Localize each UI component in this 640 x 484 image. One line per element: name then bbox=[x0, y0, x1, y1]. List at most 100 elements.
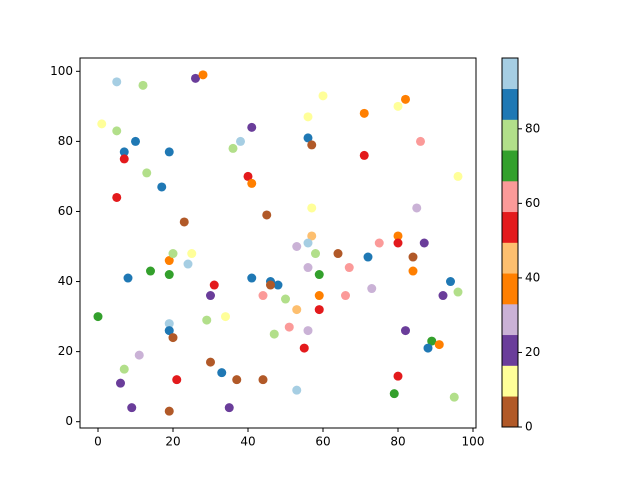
point bbox=[127, 403, 137, 413]
point bbox=[187, 249, 197, 259]
x-tick-label: 20 bbox=[165, 435, 180, 449]
point bbox=[112, 192, 122, 202]
point bbox=[374, 238, 384, 248]
point bbox=[303, 263, 313, 273]
point bbox=[236, 136, 245, 146]
point bbox=[221, 312, 230, 322]
point bbox=[262, 210, 272, 220]
point bbox=[134, 350, 144, 360]
point bbox=[423, 343, 433, 353]
point bbox=[228, 143, 238, 153]
y-tick-label: 100 bbox=[50, 64, 73, 78]
point bbox=[224, 403, 234, 413]
colorbar-segment bbox=[502, 273, 518, 305]
colorbar-segment bbox=[502, 365, 518, 397]
x-tick-label: 60 bbox=[315, 435, 330, 449]
point bbox=[333, 249, 343, 259]
point bbox=[341, 291, 350, 301]
point bbox=[191, 73, 200, 83]
point bbox=[266, 280, 275, 290]
colorbar-tick-label: 80 bbox=[525, 121, 540, 135]
point bbox=[292, 305, 302, 315]
colorbar-segment bbox=[502, 242, 518, 274]
x-tick-label: 40 bbox=[240, 435, 255, 449]
colorbar-tick-label: 0 bbox=[525, 420, 533, 434]
point bbox=[307, 231, 317, 241]
y-tick-label: 20 bbox=[58, 344, 73, 358]
point bbox=[363, 252, 373, 262]
colorbar-segment bbox=[502, 334, 518, 366]
point bbox=[258, 375, 268, 385]
point bbox=[284, 322, 294, 332]
point bbox=[292, 242, 302, 252]
y-tick-label: 0 bbox=[65, 414, 73, 428]
point bbox=[359, 108, 369, 118]
point bbox=[393, 231, 403, 241]
colorbar-segment bbox=[502, 150, 518, 182]
point bbox=[138, 80, 148, 90]
point bbox=[393, 101, 403, 111]
point bbox=[164, 256, 174, 266]
point bbox=[179, 217, 189, 227]
point bbox=[142, 168, 152, 178]
point bbox=[273, 280, 283, 290]
colorbar-frame bbox=[501, 57, 519, 428]
point bbox=[206, 357, 215, 367]
point bbox=[311, 249, 320, 259]
point bbox=[157, 182, 167, 192]
colorbar-tick-label: 20 bbox=[525, 345, 540, 359]
point bbox=[247, 178, 257, 188]
point bbox=[123, 273, 133, 283]
point bbox=[112, 126, 122, 136]
point bbox=[314, 305, 324, 315]
point bbox=[281, 294, 290, 304]
point bbox=[419, 238, 429, 248]
point bbox=[359, 150, 369, 160]
colorbar-tick-label: 40 bbox=[525, 270, 540, 284]
point bbox=[119, 147, 129, 157]
point bbox=[416, 136, 425, 146]
point bbox=[172, 375, 182, 385]
plot-frame bbox=[79, 57, 477, 429]
point bbox=[206, 291, 215, 301]
point bbox=[314, 270, 324, 280]
point bbox=[427, 336, 437, 346]
point bbox=[453, 171, 463, 181]
colorbar-segment bbox=[502, 211, 518, 243]
point bbox=[401, 326, 410, 336]
point bbox=[408, 266, 418, 276]
point bbox=[303, 238, 313, 248]
point bbox=[119, 364, 129, 374]
point bbox=[307, 203, 317, 213]
point bbox=[307, 140, 317, 150]
point bbox=[183, 259, 193, 269]
point bbox=[119, 154, 129, 164]
point bbox=[116, 378, 125, 388]
x-tick-label: 0 bbox=[94, 435, 102, 449]
point bbox=[164, 270, 174, 280]
point bbox=[247, 273, 257, 283]
point bbox=[367, 284, 377, 294]
x-tick-label: 100 bbox=[462, 435, 485, 449]
colorbar-segment bbox=[502, 88, 518, 120]
point bbox=[198, 70, 208, 80]
point bbox=[438, 291, 448, 301]
point bbox=[258, 291, 268, 301]
point bbox=[93, 312, 103, 322]
point bbox=[131, 136, 140, 146]
point bbox=[412, 203, 422, 213]
point bbox=[299, 343, 309, 353]
y-tick-label: 60 bbox=[58, 204, 73, 218]
point bbox=[453, 287, 463, 297]
colorbar-segment bbox=[502, 396, 518, 428]
y-tick-label: 40 bbox=[58, 274, 73, 288]
point bbox=[232, 375, 242, 385]
point bbox=[164, 406, 174, 416]
point bbox=[292, 385, 302, 395]
point bbox=[168, 249, 178, 259]
point bbox=[209, 280, 219, 290]
point bbox=[112, 77, 122, 87]
point bbox=[164, 319, 174, 329]
point bbox=[446, 277, 455, 287]
